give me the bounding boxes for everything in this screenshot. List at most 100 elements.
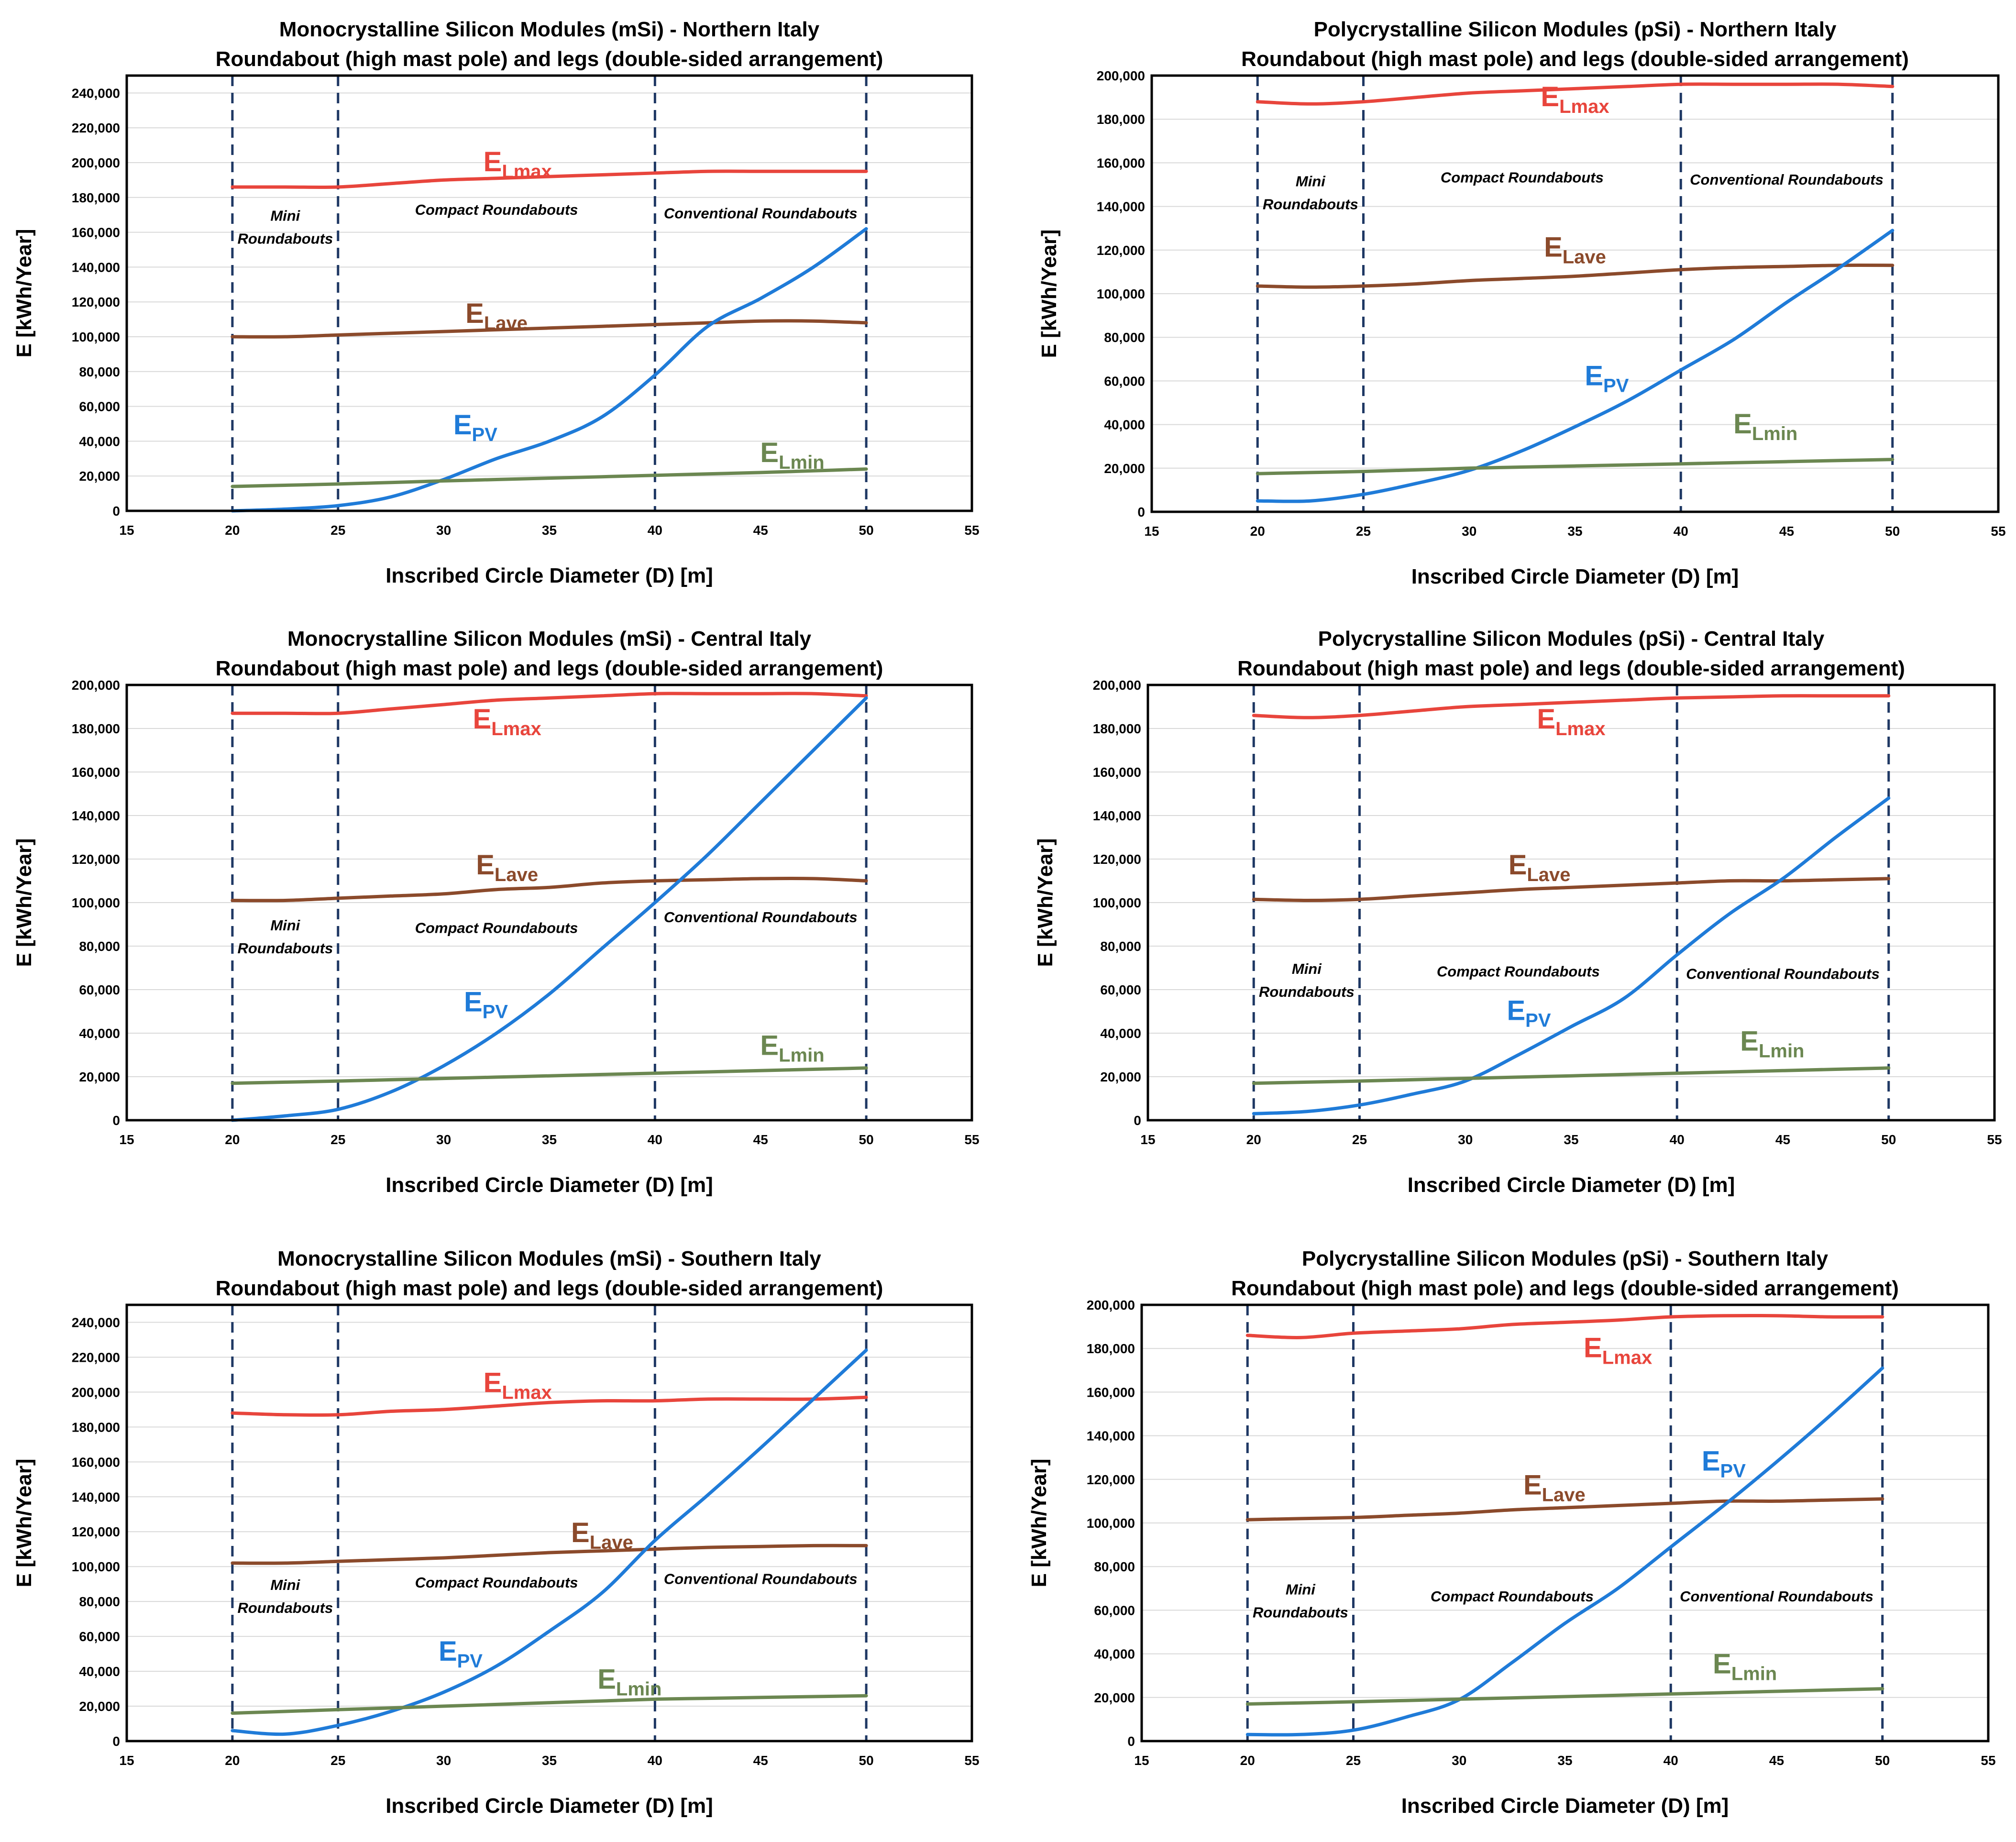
x-axis-title: Inscribed Circle Diameter (D) [m] bbox=[1401, 1794, 1729, 1818]
series-line-elmax bbox=[231, 169, 868, 189]
x-tick-label: 40 bbox=[1670, 1132, 1685, 1147]
series-label-sub: PV bbox=[1525, 1010, 1551, 1031]
y-tick-label: 200,000 bbox=[1093, 678, 1141, 693]
zone-label-compact: Compact Roundabouts bbox=[1437, 963, 1600, 980]
chart-title: Monocrystalline Silicon Modules (mSi) - … bbox=[287, 627, 812, 651]
series-line-elave bbox=[1256, 264, 1895, 289]
series-label-sub: Lave bbox=[495, 864, 538, 885]
x-axis-title: Inscribed Circle Diameter (D) [m] bbox=[386, 1173, 713, 1197]
y-tick-label: 140,000 bbox=[72, 260, 120, 275]
series-label-main: E bbox=[1733, 408, 1752, 440]
y-tick-label: 140,000 bbox=[72, 808, 120, 823]
series-label-sub: PV bbox=[1720, 1461, 1746, 1482]
series-label-sub: Lmin bbox=[616, 1679, 662, 1700]
x-tick-label: 15 bbox=[119, 1132, 134, 1147]
chart-panel-2: Polycrystalline Silicon Modules (pSi) - … bbox=[1037, 18, 2006, 588]
y-tick-label: 100,000 bbox=[1087, 1516, 1135, 1531]
series-label-sub: PV bbox=[483, 1002, 508, 1023]
plot-frame bbox=[1146, 684, 1996, 1122]
y-tick-label: 20,000 bbox=[79, 469, 120, 484]
y-tick-label: 100,000 bbox=[1097, 287, 1145, 301]
series-label-main: E bbox=[1544, 232, 1563, 263]
series-label-sub: Lmax bbox=[1559, 96, 1609, 117]
x-tick-label: 20 bbox=[225, 1132, 240, 1147]
zone-label-compact: Compact Roundabouts bbox=[415, 201, 578, 218]
zone-label-conventional: Conventional Roundabouts bbox=[664, 205, 858, 221]
zone-label-mini-2: Roundabouts bbox=[1263, 196, 1358, 212]
x-tick-label: 35 bbox=[1564, 1132, 1578, 1147]
series-label-sub: PV bbox=[472, 424, 498, 445]
y-tick-label: 200,000 bbox=[72, 1385, 120, 1400]
chart-title: Polycrystalline Silicon Modules (pSi) - … bbox=[1302, 1247, 1829, 1270]
chart-subtitle: Roundabout (high mast pole) and legs (do… bbox=[1241, 47, 1909, 71]
series-label-elmax: ELmax bbox=[484, 1367, 552, 1403]
plot-frame bbox=[1150, 74, 2000, 513]
y-tick-label: 80,000 bbox=[79, 364, 120, 379]
y-tick-label: 40,000 bbox=[1100, 1026, 1141, 1041]
y-tick-label: 60,000 bbox=[1104, 374, 1145, 388]
series-label-sub: Lmax bbox=[502, 1382, 552, 1403]
series-label-sub: Lave bbox=[484, 313, 528, 334]
y-axis-title: E [kWh/Year] bbox=[12, 229, 36, 358]
x-tick-label: 50 bbox=[1885, 524, 1900, 539]
charts-grid: Monocrystalline Silicon Modules (mSi) - … bbox=[12, 18, 2006, 1818]
series-line-elmax bbox=[231, 1395, 868, 1417]
x-tick-label: 20 bbox=[1240, 1753, 1255, 1768]
series-label-sub: Lmin bbox=[1759, 1040, 1805, 1061]
y-tick-label: 0 bbox=[1137, 505, 1145, 519]
series-label-elave: ELave bbox=[1523, 1470, 1586, 1506]
series-label-sub: Lave bbox=[1563, 246, 1606, 267]
series-line-epv bbox=[231, 1348, 868, 1736]
zone-label-mini-2: Roundabouts bbox=[1259, 983, 1355, 1000]
y-tick-label: 120,000 bbox=[72, 295, 120, 309]
y-tick-label: 180,000 bbox=[72, 721, 120, 736]
series-label-main: E bbox=[465, 298, 484, 329]
series-label-main: E bbox=[1702, 1446, 1720, 1477]
series-label-elave: ELave bbox=[465, 298, 528, 334]
x-tick-label: 35 bbox=[542, 1753, 557, 1768]
x-tick-label: 20 bbox=[225, 523, 240, 538]
zone-label-mini: Mini bbox=[1292, 960, 1322, 977]
zone-label-conventional: Conventional Roundabouts bbox=[1686, 965, 1880, 982]
y-tick-label: 120,000 bbox=[1093, 852, 1141, 867]
y-tick-label: 40,000 bbox=[79, 1664, 120, 1679]
series-line-elmin bbox=[1245, 1687, 1884, 1706]
series-line-elmin bbox=[1256, 458, 1895, 475]
series-label-main: E bbox=[1585, 361, 1603, 392]
zone-label-compact: Compact Roundabouts bbox=[1441, 169, 1604, 186]
y-tick-label: 20,000 bbox=[1094, 1690, 1135, 1705]
x-axis-title: Inscribed Circle Diameter (D) [m] bbox=[1408, 1173, 1735, 1197]
series-label-sub: Lave bbox=[1527, 864, 1570, 885]
y-tick-label: 20,000 bbox=[79, 1699, 120, 1714]
x-tick-label: 55 bbox=[964, 523, 979, 538]
zone-label-mini-2: Roundabouts bbox=[1253, 1604, 1348, 1621]
series-line-elmax bbox=[231, 692, 868, 716]
series-label-main: E bbox=[1523, 1470, 1542, 1501]
x-tick-label: 50 bbox=[1881, 1132, 1896, 1147]
x-tick-label: 40 bbox=[1663, 1753, 1678, 1768]
x-tick-label: 50 bbox=[1875, 1753, 1890, 1768]
y-axis-title: E [kWh/Year] bbox=[1034, 838, 1057, 967]
series-label-main: E bbox=[1584, 1332, 1602, 1363]
chart-title: Monocrystalline Silicon Modules (mSi) - … bbox=[279, 18, 820, 41]
y-tick-label: 200,000 bbox=[72, 678, 120, 693]
series-line-elave bbox=[1252, 877, 1891, 902]
x-tick-label: 30 bbox=[436, 1753, 451, 1768]
series-line-elave bbox=[231, 1544, 868, 1565]
y-tick-label: 180,000 bbox=[1093, 721, 1141, 736]
y-tick-label: 80,000 bbox=[79, 939, 120, 954]
y-tick-label: 180,000 bbox=[1087, 1341, 1135, 1356]
y-tick-label: 240,000 bbox=[72, 1315, 120, 1330]
x-tick-label: 15 bbox=[119, 523, 134, 538]
x-tick-label: 25 bbox=[1346, 1753, 1361, 1768]
series-label-epv: EPV bbox=[1585, 361, 1629, 397]
y-axis-title: E [kWh/Year] bbox=[1037, 230, 1061, 358]
series-line-elmin bbox=[1252, 1066, 1891, 1085]
y-tick-label: 60,000 bbox=[79, 1629, 120, 1644]
series-label-main: E bbox=[571, 1517, 590, 1548]
x-tick-label: 55 bbox=[1991, 524, 2005, 539]
y-tick-label: 200,000 bbox=[72, 155, 120, 170]
y-tick-label: 140,000 bbox=[1087, 1429, 1135, 1444]
series-label-sub: PV bbox=[457, 1651, 483, 1672]
series-label-elave: ELave bbox=[476, 849, 538, 885]
